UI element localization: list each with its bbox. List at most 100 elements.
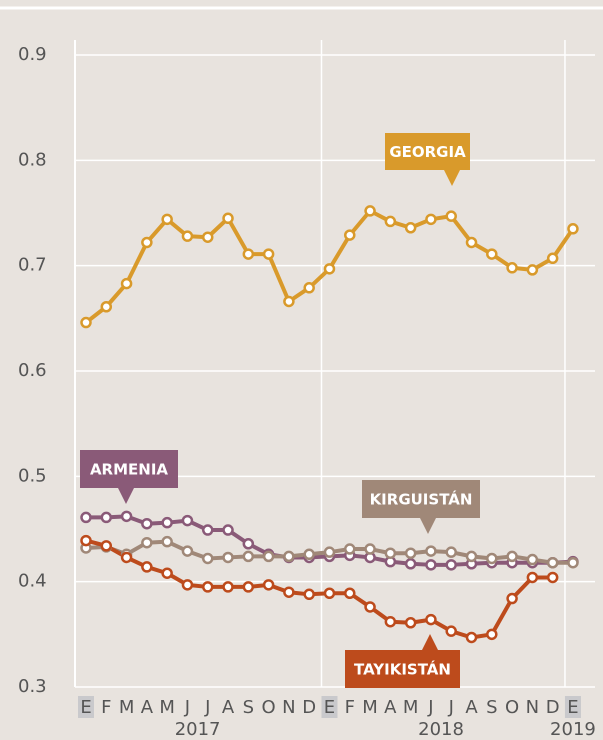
data-point [323,263,336,275]
data-point [506,550,518,563]
data-point [141,517,153,530]
year-label: 2018 [418,719,464,740]
data-point [323,546,336,558]
data-point [283,586,295,598]
callout-box [362,480,480,518]
data-point [404,558,417,570]
data-point [425,213,437,226]
data-point [384,547,397,559]
data-point [242,581,255,593]
x-tick-label: N [282,697,295,718]
month-highlight [564,696,581,718]
data-point [222,212,234,225]
data-point [303,588,315,601]
x-tick-label: O [262,697,276,718]
x-tick-label: D [546,697,560,718]
x-tick-label: A [222,697,235,718]
data-point [567,556,579,569]
data-point [425,545,437,557]
x-tick-label: E [567,697,578,718]
data-point [344,229,356,241]
x-tick-label: N [526,697,539,718]
y-tick-label: 0.3 [18,676,47,697]
callout-pointer [420,518,436,534]
data-point [201,524,214,536]
data-point [404,547,417,559]
data-point [404,616,417,629]
data-point [161,516,173,529]
x-tick-label: J [204,697,210,718]
data-point [465,631,478,644]
data-point [344,543,356,555]
callout-pointer [118,488,134,504]
data-point [364,601,376,613]
data-point [120,551,133,564]
x-tick-label: S [243,697,254,718]
year-label: 2019 [550,719,596,740]
data-point [546,556,559,569]
x-tick-label: D [302,697,316,718]
data-point [323,587,336,600]
y-tick-label: 0.5 [18,465,47,486]
legend-label: GEORGIA [389,143,466,161]
x-tick-label: A [384,697,397,718]
data-point [506,262,518,274]
data-point [364,205,376,217]
data-point [222,524,234,536]
data-point [526,571,539,584]
data-point [201,231,214,243]
callout-box [80,450,178,488]
y-tick-label: 0.7 [18,255,47,276]
y-tick-label: 0.4 [18,571,47,592]
data-point [262,550,275,563]
x-tick-label: F [345,697,355,718]
x-tick-label: F [101,697,111,718]
x-tick-label: O [505,697,519,718]
data-point [283,295,295,308]
data-point [80,511,92,524]
data-point [486,248,498,260]
data-point [120,277,133,290]
data-point [567,223,579,235]
data-point [80,534,92,547]
x-tick-label: E [80,697,91,718]
data-point [465,550,478,563]
data-point [344,587,356,600]
data-point [445,546,457,558]
data-point [283,550,295,563]
x-tick-label: M [159,697,175,718]
data-point [262,579,275,591]
data-point [141,561,153,573]
x-tick-label: S [486,697,497,718]
callout-pointer [422,634,438,650]
data-point [526,553,539,566]
data-point [465,236,478,249]
y-tick-label: 0.9 [18,44,47,65]
data-point [425,559,437,571]
data-point [506,592,518,605]
data-point [242,248,255,260]
data-point [404,221,417,234]
month-highlight [321,696,338,718]
data-point [201,581,214,593]
data-point [384,615,397,628]
data-point [486,628,498,641]
data-point [425,613,437,626]
data-point [303,282,315,294]
x-tick-label: M [403,697,419,718]
data-point [262,248,275,260]
data-point [546,571,559,584]
data-point [242,550,255,563]
data-point [161,567,173,579]
data-point [141,236,153,249]
legend-label: TAYIKISTÁN [354,660,451,679]
y-tick-label: 0.8 [18,149,47,170]
data-point [526,264,539,276]
data-point [364,543,376,555]
data-point [80,316,92,329]
data-point [141,536,153,549]
x-tick-label: E [324,697,335,718]
year-label: 2017 [175,719,221,740]
data-point [546,252,559,265]
